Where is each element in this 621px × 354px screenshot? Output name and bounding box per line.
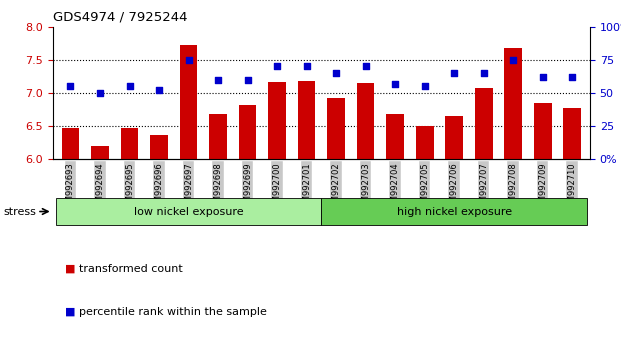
Text: high nickel exposure: high nickel exposure — [397, 206, 512, 217]
Point — [508, 57, 518, 63]
Bar — [238, 105, 256, 159]
Bar — [563, 108, 581, 159]
Point — [449, 70, 459, 76]
Bar — [268, 82, 286, 159]
Point — [125, 84, 135, 89]
Text: ■: ■ — [65, 264, 76, 274]
Bar — [475, 88, 492, 159]
Bar — [209, 114, 227, 159]
Text: stress: stress — [3, 206, 36, 217]
Point — [66, 84, 76, 89]
Bar — [416, 126, 433, 159]
Bar — [327, 98, 345, 159]
Point — [390, 81, 400, 86]
Bar — [357, 83, 374, 159]
Bar — [534, 103, 551, 159]
Point — [538, 74, 548, 80]
Point — [420, 84, 430, 89]
Point — [95, 90, 105, 96]
Point — [567, 74, 577, 80]
Bar — [445, 116, 463, 159]
Point — [272, 64, 282, 69]
Bar — [150, 135, 168, 159]
Point — [361, 64, 371, 69]
Point — [331, 70, 341, 76]
Bar — [297, 81, 315, 159]
Bar — [386, 114, 404, 159]
Text: GDS4974 / 7925244: GDS4974 / 7925244 — [53, 11, 188, 24]
Bar — [120, 128, 138, 159]
Text: low nickel exposure: low nickel exposure — [134, 206, 243, 217]
Bar — [504, 48, 522, 159]
Point — [243, 77, 253, 82]
Bar — [91, 146, 109, 159]
Point — [184, 57, 194, 63]
Point — [154, 87, 164, 93]
Text: transformed count: transformed count — [79, 264, 183, 274]
Text: ■: ■ — [65, 307, 76, 316]
Bar — [61, 128, 79, 159]
Bar — [179, 45, 197, 159]
Point — [479, 70, 489, 76]
Text: percentile rank within the sample: percentile rank within the sample — [79, 307, 267, 316]
Point — [302, 64, 312, 69]
Point — [213, 77, 223, 82]
